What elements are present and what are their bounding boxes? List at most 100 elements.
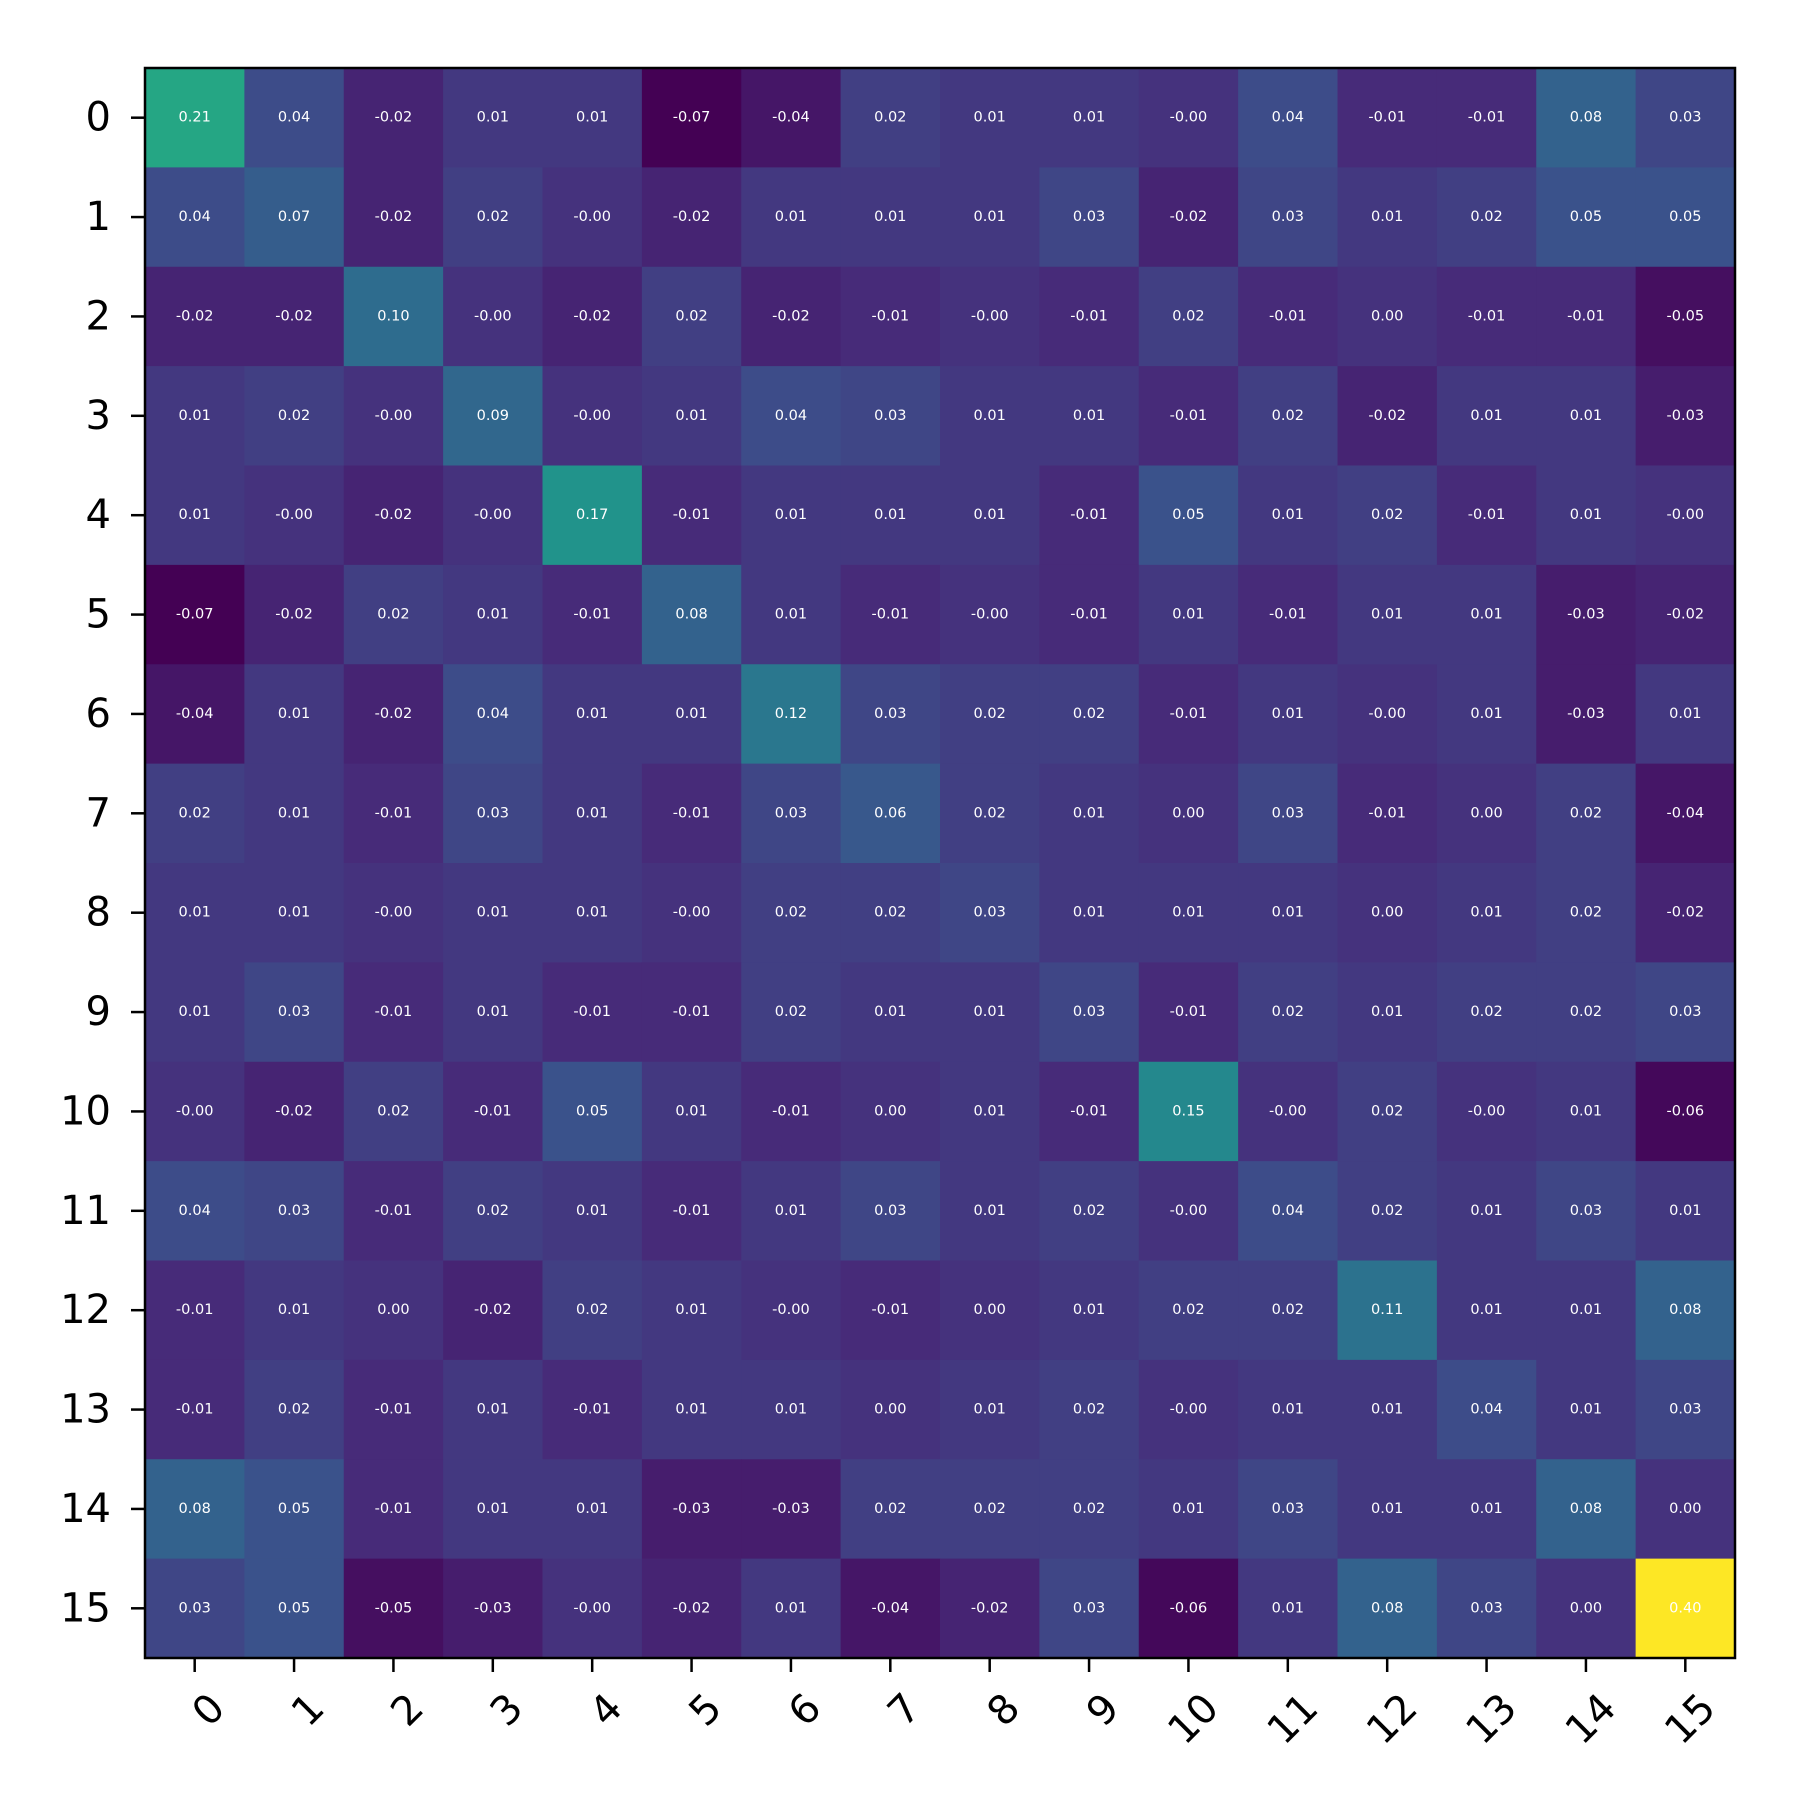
cell-value-label: -0.06 xyxy=(1170,1600,1208,1616)
cell-value-label: -0.01 xyxy=(573,1004,611,1020)
y-tick-label: 12 xyxy=(60,1287,111,1333)
cell-value-label: 0.08 xyxy=(1570,110,1602,126)
heatmap-cell xyxy=(244,863,345,963)
heatmap-cell xyxy=(641,1260,742,1361)
cell-value-label: 0.01 xyxy=(974,1203,1006,1219)
heatmap-cell xyxy=(542,68,643,168)
heatmap-cell xyxy=(1536,763,1637,864)
y-tick-label: 7 xyxy=(86,790,111,836)
cell-value-label: 0.00 xyxy=(1470,805,1502,821)
cell-value-label: -0.01 xyxy=(176,1402,214,1418)
heatmap-cell xyxy=(343,366,444,466)
cell-value-label: 0.00 xyxy=(1172,805,1204,821)
cell-value-label: 0.01 xyxy=(1470,1501,1502,1517)
cell-value-label: 0.01 xyxy=(576,905,608,921)
heatmap-cell xyxy=(443,167,543,268)
heatmap-cell xyxy=(741,1260,842,1361)
heatmap-cell xyxy=(741,863,842,963)
heatmap-cell xyxy=(1238,763,1338,864)
heatmap-cell xyxy=(145,1161,245,1261)
heatmap-cell xyxy=(1635,664,1736,765)
cell-value-label: 0.03 xyxy=(179,1600,211,1616)
cell-value-label: 0.03 xyxy=(1073,1600,1105,1616)
heatmap-cell xyxy=(244,763,345,864)
cell-value-label: 0.00 xyxy=(874,1402,906,1418)
cell-value-label: 0.01 xyxy=(1073,905,1105,921)
cell-value-label: 0.01 xyxy=(1570,1402,1602,1418)
heatmap-cell xyxy=(244,266,345,367)
cell-value-label: 0.03 xyxy=(278,1203,310,1219)
heatmap-cell xyxy=(145,465,245,566)
heatmap-cell xyxy=(1337,763,1438,864)
cell-value-label: -0.01 xyxy=(375,1004,413,1020)
heatmap-cell xyxy=(840,1359,941,1460)
cell-value-label: 0.01 xyxy=(775,607,807,623)
cell-value-label: 0.05 xyxy=(278,1501,310,1517)
heatmap-cell xyxy=(641,664,742,765)
heatmap-cell xyxy=(1337,68,1438,168)
heatmap-cell xyxy=(641,366,742,466)
heatmap-cell xyxy=(1238,68,1338,168)
heatmap-cell xyxy=(840,564,941,665)
cell-value-label: 0.05 xyxy=(1570,209,1602,225)
heatmap-cell xyxy=(244,465,345,566)
x-tick-label: 1 xyxy=(283,1685,334,1736)
cell-value-label: 0.00 xyxy=(1371,905,1403,921)
cell-value-label: -0.02 xyxy=(176,308,214,324)
heatmap-cell xyxy=(1039,962,1140,1063)
heatmap-cell xyxy=(1138,366,1239,466)
cell-value-label: 0.02 xyxy=(1570,1004,1602,1020)
cell-value-label: 0.02 xyxy=(179,805,211,821)
heatmap-cell xyxy=(1337,1459,1438,1560)
cell-value-label: 0.01 xyxy=(477,1501,509,1517)
cell-value-label: 0.02 xyxy=(1073,1203,1105,1219)
cell-value-label: -0.00 xyxy=(375,905,413,921)
x-tick-label: 2 xyxy=(382,1685,433,1736)
heatmap-cell xyxy=(840,366,941,466)
cell-value-label: 0.02 xyxy=(1073,1501,1105,1517)
heatmap-cell xyxy=(1635,1161,1736,1261)
cell-value-label: 0.02 xyxy=(1073,1402,1105,1418)
cell-value-label: -0.05 xyxy=(375,1600,413,1616)
cell-value-label: -0.02 xyxy=(375,110,413,126)
heatmap-cell xyxy=(1238,1260,1338,1361)
x-tick-label: 4 xyxy=(581,1685,632,1736)
heatmap-cell xyxy=(244,167,345,268)
cell-value-label: 0.01 xyxy=(1570,507,1602,523)
cell-value-label: -0.06 xyxy=(1667,1103,1705,1119)
heatmap-cells xyxy=(145,68,1736,1659)
cell-value-label: -0.02 xyxy=(772,308,810,324)
cell-value-label: 0.01 xyxy=(477,1004,509,1020)
cell-value-label: 0.01 xyxy=(1073,110,1105,126)
cell-value-label: 0.02 xyxy=(377,607,409,623)
cell-value-label: 0.01 xyxy=(1470,1203,1502,1219)
cell-value-label: 0.01 xyxy=(974,408,1006,424)
cell-value-label: -0.01 xyxy=(1368,110,1406,126)
cell-value-label: -0.01 xyxy=(872,607,910,623)
heatmap-cell xyxy=(1436,465,1537,566)
cell-value-label: -0.01 xyxy=(573,1402,611,1418)
heatmap-cell xyxy=(1238,465,1338,566)
heatmap-cell xyxy=(1138,664,1239,765)
heatmap-cell xyxy=(641,1061,742,1162)
cell-value-label: -0.02 xyxy=(1368,408,1406,424)
heatmap-cell xyxy=(542,1161,643,1261)
cell-value-label: 0.02 xyxy=(1272,1004,1304,1020)
cell-value-label: -0.07 xyxy=(176,607,214,623)
cell-value-label: -0.02 xyxy=(971,1600,1009,1616)
cell-value-label: -0.01 xyxy=(872,1302,910,1318)
cell-value-label: -0.01 xyxy=(375,1501,413,1517)
cell-value-label: 0.03 xyxy=(974,905,1006,921)
heatmap-cell xyxy=(1536,465,1637,566)
x-axis: 0 1 2 3 4 5 6 7 8 9 10 11 12 13 14 15 xyxy=(184,1658,1725,1753)
heatmap-cell xyxy=(1337,366,1438,466)
cell-value-label: 0.02 xyxy=(377,1103,409,1119)
heatmap-cell xyxy=(940,266,1040,367)
cell-value-label: 0.08 xyxy=(1371,1600,1403,1616)
heatmap-cell xyxy=(443,664,543,765)
heatmap-cell xyxy=(1536,366,1637,466)
heatmap-cell xyxy=(1238,962,1338,1063)
cell-value-label: 0.01 xyxy=(775,1203,807,1219)
cell-value-label: -0.01 xyxy=(872,308,910,324)
cell-value-label: 0.03 xyxy=(1272,209,1304,225)
